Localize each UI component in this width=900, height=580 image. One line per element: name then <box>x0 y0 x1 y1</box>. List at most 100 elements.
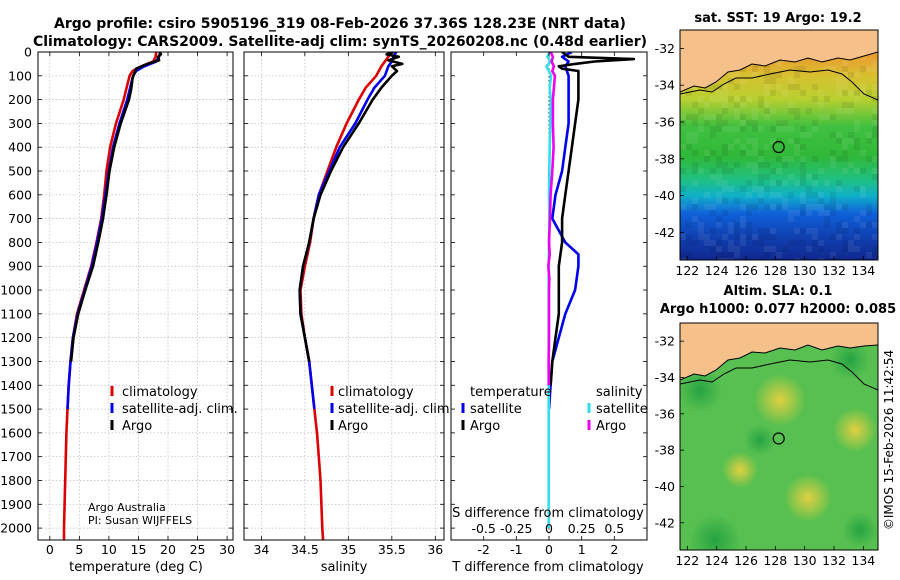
sst-pixel <box>872 108 878 114</box>
sst-pixel <box>764 102 770 108</box>
sst-pixel <box>692 120 698 126</box>
sst-pixel <box>698 96 704 102</box>
sst-pixel <box>776 192 782 198</box>
sst-pixel <box>764 162 770 168</box>
legend-label-s-satellite: satellite <box>596 402 648 417</box>
sst-pixel <box>710 168 716 174</box>
x-tick-label: 34.5 <box>291 542 319 557</box>
sst-pixel <box>692 138 698 144</box>
sst-pixel <box>824 216 830 222</box>
sst-pixel <box>722 258 728 260</box>
sst-pixel <box>800 180 806 186</box>
sst-pixel <box>680 234 686 240</box>
imos-watermark: ©IMOS 15-Feb-2026 11:42:54 <box>882 350 896 530</box>
sst-pixel <box>704 240 710 246</box>
sst-pixel <box>788 126 794 132</box>
sst-pixel <box>776 168 782 174</box>
series-argo <box>69 52 163 362</box>
sst-pixel <box>734 102 740 108</box>
sst-pixel <box>716 216 722 222</box>
sst-pixel <box>746 120 752 126</box>
sst-pixel <box>710 204 716 210</box>
sst-pixel <box>836 108 842 114</box>
sst-pixel <box>824 114 830 120</box>
sst-pixel <box>734 84 740 90</box>
legend-label-t-argo: Argo <box>470 419 500 434</box>
sst-pixel <box>770 138 776 144</box>
map-y-tick-label: -42 <box>655 515 675 530</box>
sst-pixel <box>812 84 818 90</box>
sst-pixel <box>836 180 842 186</box>
sst-pixel <box>722 168 728 174</box>
map-x-tick-label: 124 <box>705 263 729 278</box>
sst-pixel <box>782 90 788 96</box>
sst-pixel <box>818 198 824 204</box>
sst-pixel <box>824 96 830 102</box>
sst-pixel <box>722 126 728 132</box>
legend-title-salinity: salinity <box>596 385 643 400</box>
sst-pixel <box>812 240 818 246</box>
sst-pixel <box>758 228 764 234</box>
sst-pixel <box>788 156 794 162</box>
sst-pixel <box>710 84 716 90</box>
sst-pixel <box>818 168 824 174</box>
sst-pixel <box>830 210 836 216</box>
map-x-tick-label: 134 <box>851 263 875 278</box>
sst-pixel <box>692 168 698 174</box>
y-tick-label: 1200 <box>0 330 32 345</box>
sst-pixel <box>764 108 770 114</box>
sst-pixel <box>806 192 812 198</box>
sst-pixel <box>848 90 854 96</box>
sst-pixel <box>722 180 728 186</box>
x-tick-label: 0 <box>46 542 54 557</box>
sst-pixel <box>830 156 836 162</box>
x-tick-label: 1 <box>578 542 586 557</box>
sst-pixel <box>716 120 722 126</box>
sst-pixel <box>746 228 752 234</box>
sst-pixel <box>866 210 872 216</box>
sst-pixel <box>740 240 746 246</box>
difference-legend-temperature: temperature satellite Argo <box>461 385 552 434</box>
sst-pixel <box>680 168 686 174</box>
series-climatology <box>299 52 392 540</box>
sst-pixel <box>746 162 752 168</box>
sst-pixel <box>836 204 842 210</box>
sst-pixel <box>800 162 806 168</box>
sst-pixel <box>722 90 728 96</box>
sst-pixel <box>830 198 836 204</box>
sst-pixel <box>746 180 752 186</box>
sst-pixel <box>752 108 758 114</box>
sst-pixel <box>830 234 836 240</box>
sst-pixel <box>848 132 854 138</box>
x-tick-label: 0 <box>545 542 553 557</box>
difference-legend-salinity: salinity satellite Argo <box>587 385 648 434</box>
sst-pixel <box>800 240 806 246</box>
sst-pixel <box>782 156 788 162</box>
sst-pixel <box>788 192 794 198</box>
map-y-tick-label: -32 <box>655 41 675 56</box>
sst-isobath <box>680 69 878 101</box>
temperature-xlabel: temperature (deg C) <box>69 560 203 575</box>
y-tick-label: 400 <box>8 140 32 155</box>
sst-pixel <box>872 132 878 138</box>
sst-pixel <box>692 114 698 120</box>
sst-pixel <box>680 114 686 120</box>
map-x-tick-label: 122 <box>675 263 699 278</box>
sst-pixel <box>758 150 764 156</box>
sst-pixel <box>752 138 758 144</box>
legend-label-climatology: climatology <box>122 385 198 400</box>
sst-pixel <box>812 204 818 210</box>
sst-pixel <box>764 84 770 90</box>
sst-pixel <box>728 240 734 246</box>
map-x-tick-label: 134 <box>851 553 875 568</box>
sst-pixel <box>782 126 788 132</box>
sst-pixel <box>752 72 758 78</box>
sst-pixel <box>836 186 842 192</box>
sst-pixel <box>842 108 848 114</box>
map-y-tick-label: -38 <box>655 443 675 458</box>
sst-pixel <box>710 240 716 246</box>
legend-label-satellite-adj: satellite-adj. clim. <box>338 402 454 417</box>
sst-pixel <box>752 66 758 72</box>
sst-pixel <box>782 246 788 252</box>
